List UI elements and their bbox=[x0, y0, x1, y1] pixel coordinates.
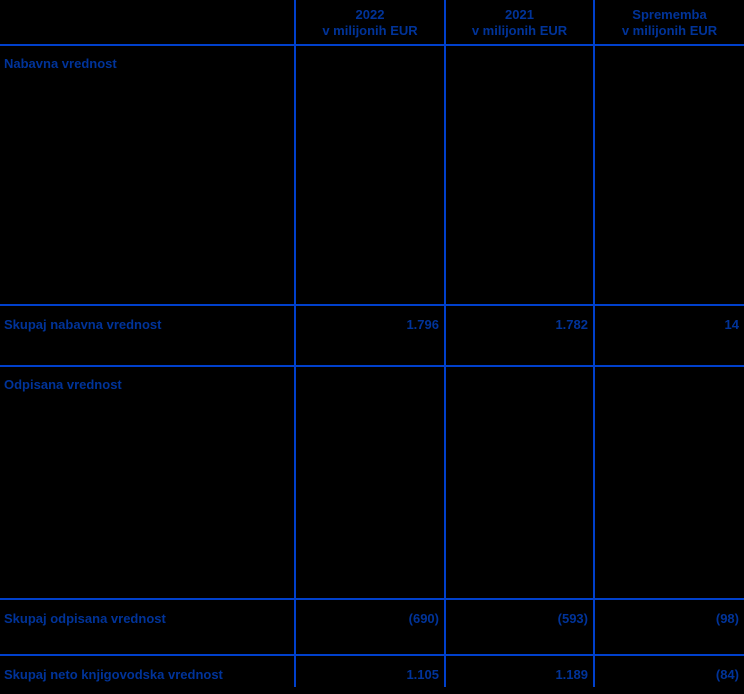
header-2021-year: 2021 bbox=[505, 7, 534, 22]
section-nabavna-cell-2022 bbox=[296, 46, 446, 304]
section-odpisana-cell-sprememba bbox=[595, 367, 744, 598]
section-nabavna-cell-2021 bbox=[446, 46, 595, 304]
total-row-skupaj-neto-knjigovodska-vrednost: Skupaj neto knjigovodska vrednost 1.105 … bbox=[0, 656, 744, 687]
section-row-odpisana-vrednost: Odpisana vrednost bbox=[0, 367, 744, 600]
total-label-skupaj-neto: Skupaj neto knjigovodska vrednost bbox=[0, 656, 296, 687]
section-row-nabavna-vrednost: Nabavna vrednost bbox=[0, 46, 744, 306]
section-nabavna-cell-sprememba bbox=[595, 46, 744, 304]
skupaj-neto-value-2022: 1.105 bbox=[296, 656, 446, 687]
header-col-2021: 2021 v milijonih EUR bbox=[446, 0, 595, 44]
header-col-2022: 2022 v milijonih EUR bbox=[296, 0, 446, 44]
skupaj-odpisana-value-2021: (593) bbox=[446, 600, 595, 654]
total-row-skupaj-nabavna-vrednost: Skupaj nabavna vrednost 1.796 1.782 14 bbox=[0, 306, 744, 367]
skupaj-odpisana-value-2022: (690) bbox=[296, 600, 446, 654]
header-2022-year: 2022 bbox=[355, 7, 385, 22]
skupaj-nabavna-value-2022: 1.796 bbox=[296, 306, 446, 365]
bottom-filler bbox=[0, 687, 744, 694]
header-2022-unit: v milijonih EUR bbox=[322, 23, 418, 38]
skupaj-neto-value-2021: 1.189 bbox=[446, 656, 595, 687]
skupaj-neto-value-sprememba: (84) bbox=[715, 667, 739, 682]
skupaj-nabavna-value-2021: 1.782 bbox=[446, 306, 595, 365]
skupaj-odpisana-value-sprememba: (98) bbox=[715, 611, 739, 626]
header-sprememba-unit: v milijonih EUR bbox=[621, 23, 718, 38]
table-header-row: 2022 v milijonih EUR 2021 v milijonih EU… bbox=[0, 0, 744, 46]
section-label-odpisana-vrednost: Odpisana vrednost bbox=[0, 367, 296, 598]
section-odpisana-cell-2021 bbox=[446, 367, 595, 598]
header-sprememba-title: Sprememba bbox=[632, 7, 707, 22]
skupaj-nabavna-value-sprememba: 14 bbox=[724, 317, 739, 332]
header-col-sprememba: Sprememba v milijonih EUR bbox=[595, 0, 744, 44]
total-label-skupaj-nabavna: Skupaj nabavna vrednost bbox=[0, 306, 296, 365]
total-label-skupaj-odpisana: Skupaj odpisana vrednost bbox=[0, 600, 296, 654]
section-odpisana-cell-2022 bbox=[296, 367, 446, 598]
header-spacer-cell bbox=[0, 0, 296, 44]
total-row-skupaj-odpisana-vrednost: Skupaj odpisana vrednost (690) (593) (98… bbox=[0, 600, 744, 656]
section-label-nabavna-vrednost: Nabavna vrednost bbox=[0, 46, 296, 304]
header-2021-unit: v milijonih EUR bbox=[471, 23, 568, 38]
